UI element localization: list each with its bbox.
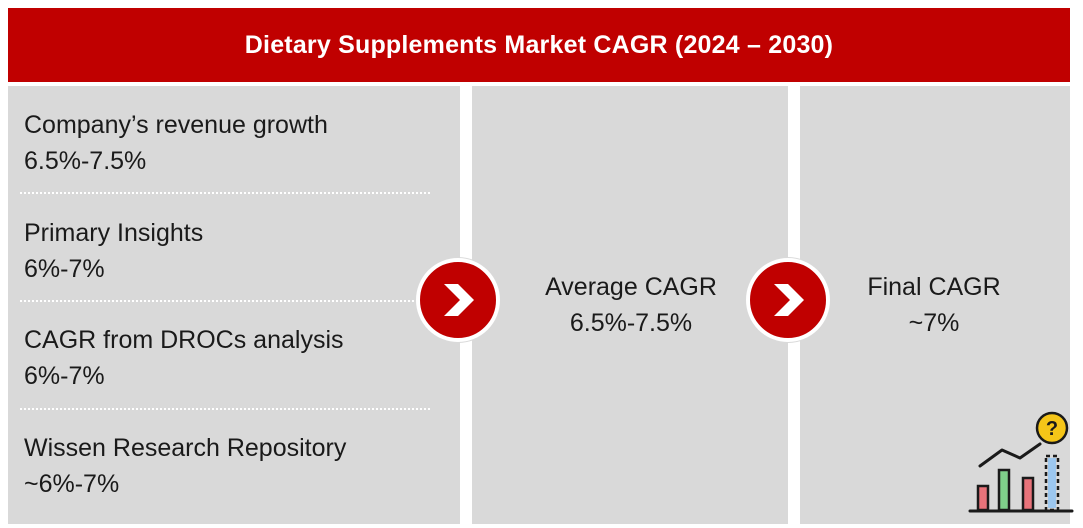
divider bbox=[20, 300, 430, 302]
source-name: CAGR from DROCs analysis bbox=[24, 326, 344, 354]
source-value: 6%-7% bbox=[24, 255, 105, 283]
source-name: Wissen Research Repository bbox=[24, 434, 347, 462]
average-value: 6.5%-7.5% bbox=[569, 309, 693, 337]
source-name: Primary Insights bbox=[24, 219, 204, 247]
source-value: 6.5%-7.5% bbox=[24, 147, 147, 175]
source-value: 6%-7% bbox=[24, 362, 105, 390]
final-panel bbox=[800, 86, 1070, 524]
average-label: Average CAGR bbox=[545, 273, 717, 301]
divider bbox=[20, 408, 430, 410]
chevron-right-icon bbox=[416, 258, 500, 342]
final-cagr: Final CAGR ~7% bbox=[836, 269, 1032, 341]
chevron-right-icon bbox=[746, 258, 830, 342]
chart-question-icon: ? bbox=[968, 411, 1074, 513]
final-value: ~7% bbox=[908, 309, 960, 337]
source-item-research-repository: Wissen Research Repository ~6%-7% bbox=[24, 430, 346, 502]
svg-text:?: ? bbox=[1046, 418, 1058, 440]
average-cagr: Average CAGR 6.5%-7.5% bbox=[500, 269, 762, 341]
source-item-drocs-analysis: CAGR from DROCs analysis 6%-7% bbox=[24, 322, 344, 394]
chevron-right-icon bbox=[444, 284, 474, 316]
average-panel bbox=[472, 86, 788, 524]
source-name: Company’s revenue growth bbox=[24, 111, 328, 139]
chart-title: Dietary Supplements Market CAGR (2024 – … bbox=[8, 8, 1070, 82]
source-value: ~6%-7% bbox=[24, 470, 120, 498]
source-item-primary-insights: Primary Insights 6%-7% bbox=[24, 215, 203, 287]
chevron-right-icon bbox=[774, 284, 804, 316]
source-item-revenue-growth: Company’s revenue growth 6.5%-7.5% bbox=[24, 107, 328, 179]
sources-panel bbox=[8, 86, 460, 524]
final-label: Final CAGR bbox=[867, 273, 1001, 301]
title-text: Dietary Supplements Market CAGR (2024 – … bbox=[244, 30, 834, 59]
divider bbox=[20, 192, 430, 194]
